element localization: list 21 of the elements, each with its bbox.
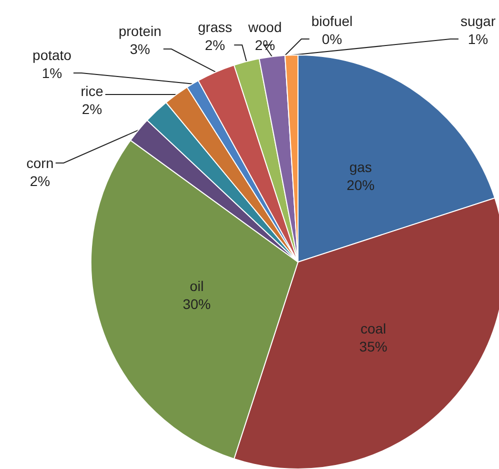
slice-label: gas xyxy=(349,158,372,175)
text: 0% xyxy=(322,31,342,47)
slice-label: rice xyxy=(80,83,104,99)
slice-label: wood xyxy=(247,19,282,35)
data-label: 1% xyxy=(468,31,488,47)
data-label: 2% xyxy=(204,37,226,53)
slice-label: oil xyxy=(190,278,204,294)
slice-label: protein xyxy=(118,23,162,39)
slice-label: sugar xyxy=(460,13,496,29)
data-label: 30% xyxy=(182,296,211,312)
category-label: biofuel xyxy=(311,13,353,29)
data-label: 1% xyxy=(42,65,62,81)
data-label: 2% xyxy=(82,101,102,117)
slice-label: potato xyxy=(32,47,72,63)
data-label: 3% xyxy=(130,41,150,57)
slice-label: coal xyxy=(360,320,386,336)
data-label: 2% xyxy=(30,173,50,189)
slice-label: corn xyxy=(26,155,54,171)
data-label: 20% xyxy=(346,176,375,193)
slice-label: grass xyxy=(198,19,232,35)
data-label: 35% xyxy=(359,338,388,354)
